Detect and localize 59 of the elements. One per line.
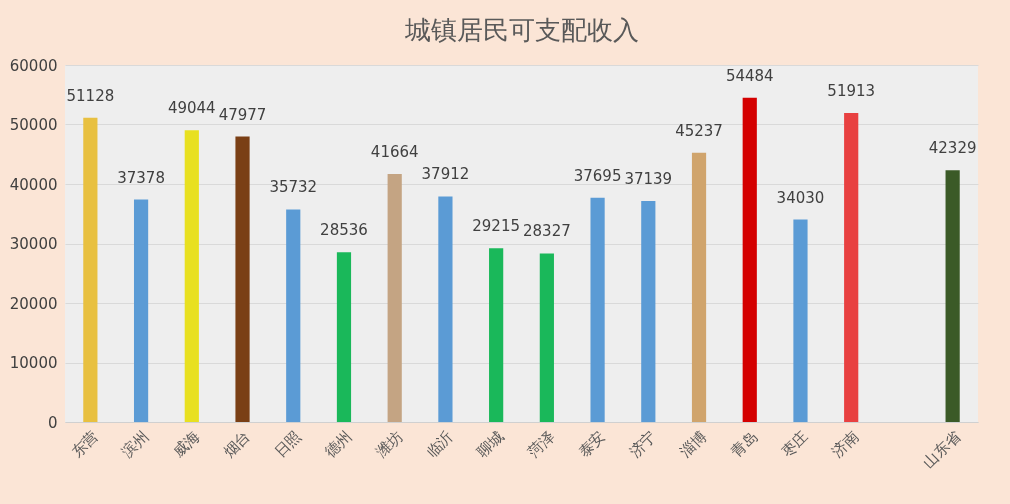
bar	[133, 199, 149, 422]
y-tick-label: 20000	[9, 294, 58, 313]
data-label: 37695	[573, 166, 622, 185]
bar	[286, 209, 301, 422]
x-tick-label: 菏泽	[524, 427, 559, 462]
x-tick-label: 东营	[67, 427, 102, 462]
y-tick-label: 30000	[9, 235, 58, 253]
y-tick-label: 60000	[9, 56, 58, 75]
chart-title: 城镇居民可支配收入	[403, 15, 639, 45]
data-label: 51128	[66, 86, 115, 105]
bar	[489, 248, 504, 422]
data-label: 45237	[675, 121, 723, 140]
x-tick-label: 枣庄	[777, 427, 812, 462]
x-tick-label: 青岛	[727, 427, 762, 462]
y-tick-label: 50000	[9, 116, 58, 134]
x-tick-label: 聊城	[473, 427, 508, 462]
bar	[438, 196, 453, 422]
data-label: 42329	[928, 139, 977, 158]
data-label: 35732	[269, 178, 318, 197]
x-tick-label: 泰安	[574, 427, 609, 462]
data-label: 37378	[117, 168, 165, 187]
data-label: 29215	[472, 217, 520, 236]
bar	[641, 201, 656, 422]
data-label: 54484	[725, 66, 774, 85]
bar	[945, 170, 960, 422]
x-tick-label: 滨州	[118, 427, 153, 462]
bar	[742, 97, 757, 422]
bar	[336, 252, 352, 422]
bar	[235, 136, 250, 422]
data-label: 37139	[624, 170, 673, 189]
y-tick-label: 0	[47, 413, 58, 432]
y-tick-label: 10000	[9, 354, 58, 372]
bar	[844, 113, 859, 422]
x-tick-label: 济宁	[625, 427, 660, 462]
data-label: 28536	[320, 221, 368, 240]
x-tick-label: 临沂	[422, 427, 457, 462]
x-tick-label: 威海	[169, 427, 204, 462]
x-tick-label: 淄博	[676, 427, 711, 462]
x-tick-label: 烟台	[219, 427, 254, 462]
bar	[83, 117, 98, 422]
x-tick-label: 德州	[321, 427, 356, 462]
data-label: 34030	[776, 188, 825, 207]
bar	[387, 174, 402, 422]
bar	[590, 197, 605, 422]
data-label: 37912	[421, 165, 470, 184]
x-tick-label: 日照	[270, 427, 305, 462]
y-tick-label: 40000	[9, 175, 58, 194]
data-label: 47977	[218, 105, 267, 124]
data-label: 49044	[167, 99, 216, 118]
bar	[539, 253, 554, 422]
bar	[691, 152, 707, 422]
bar	[184, 130, 199, 422]
x-tick-label: 济南	[828, 427, 863, 462]
data-label: 28327	[523, 222, 571, 241]
data-label: 41664	[370, 143, 419, 162]
x-tick-label: 潍坊	[372, 427, 407, 462]
data-label: 51913	[827, 82, 876, 101]
x-tick-label: 山东省	[919, 427, 964, 472]
bar	[793, 219, 808, 422]
